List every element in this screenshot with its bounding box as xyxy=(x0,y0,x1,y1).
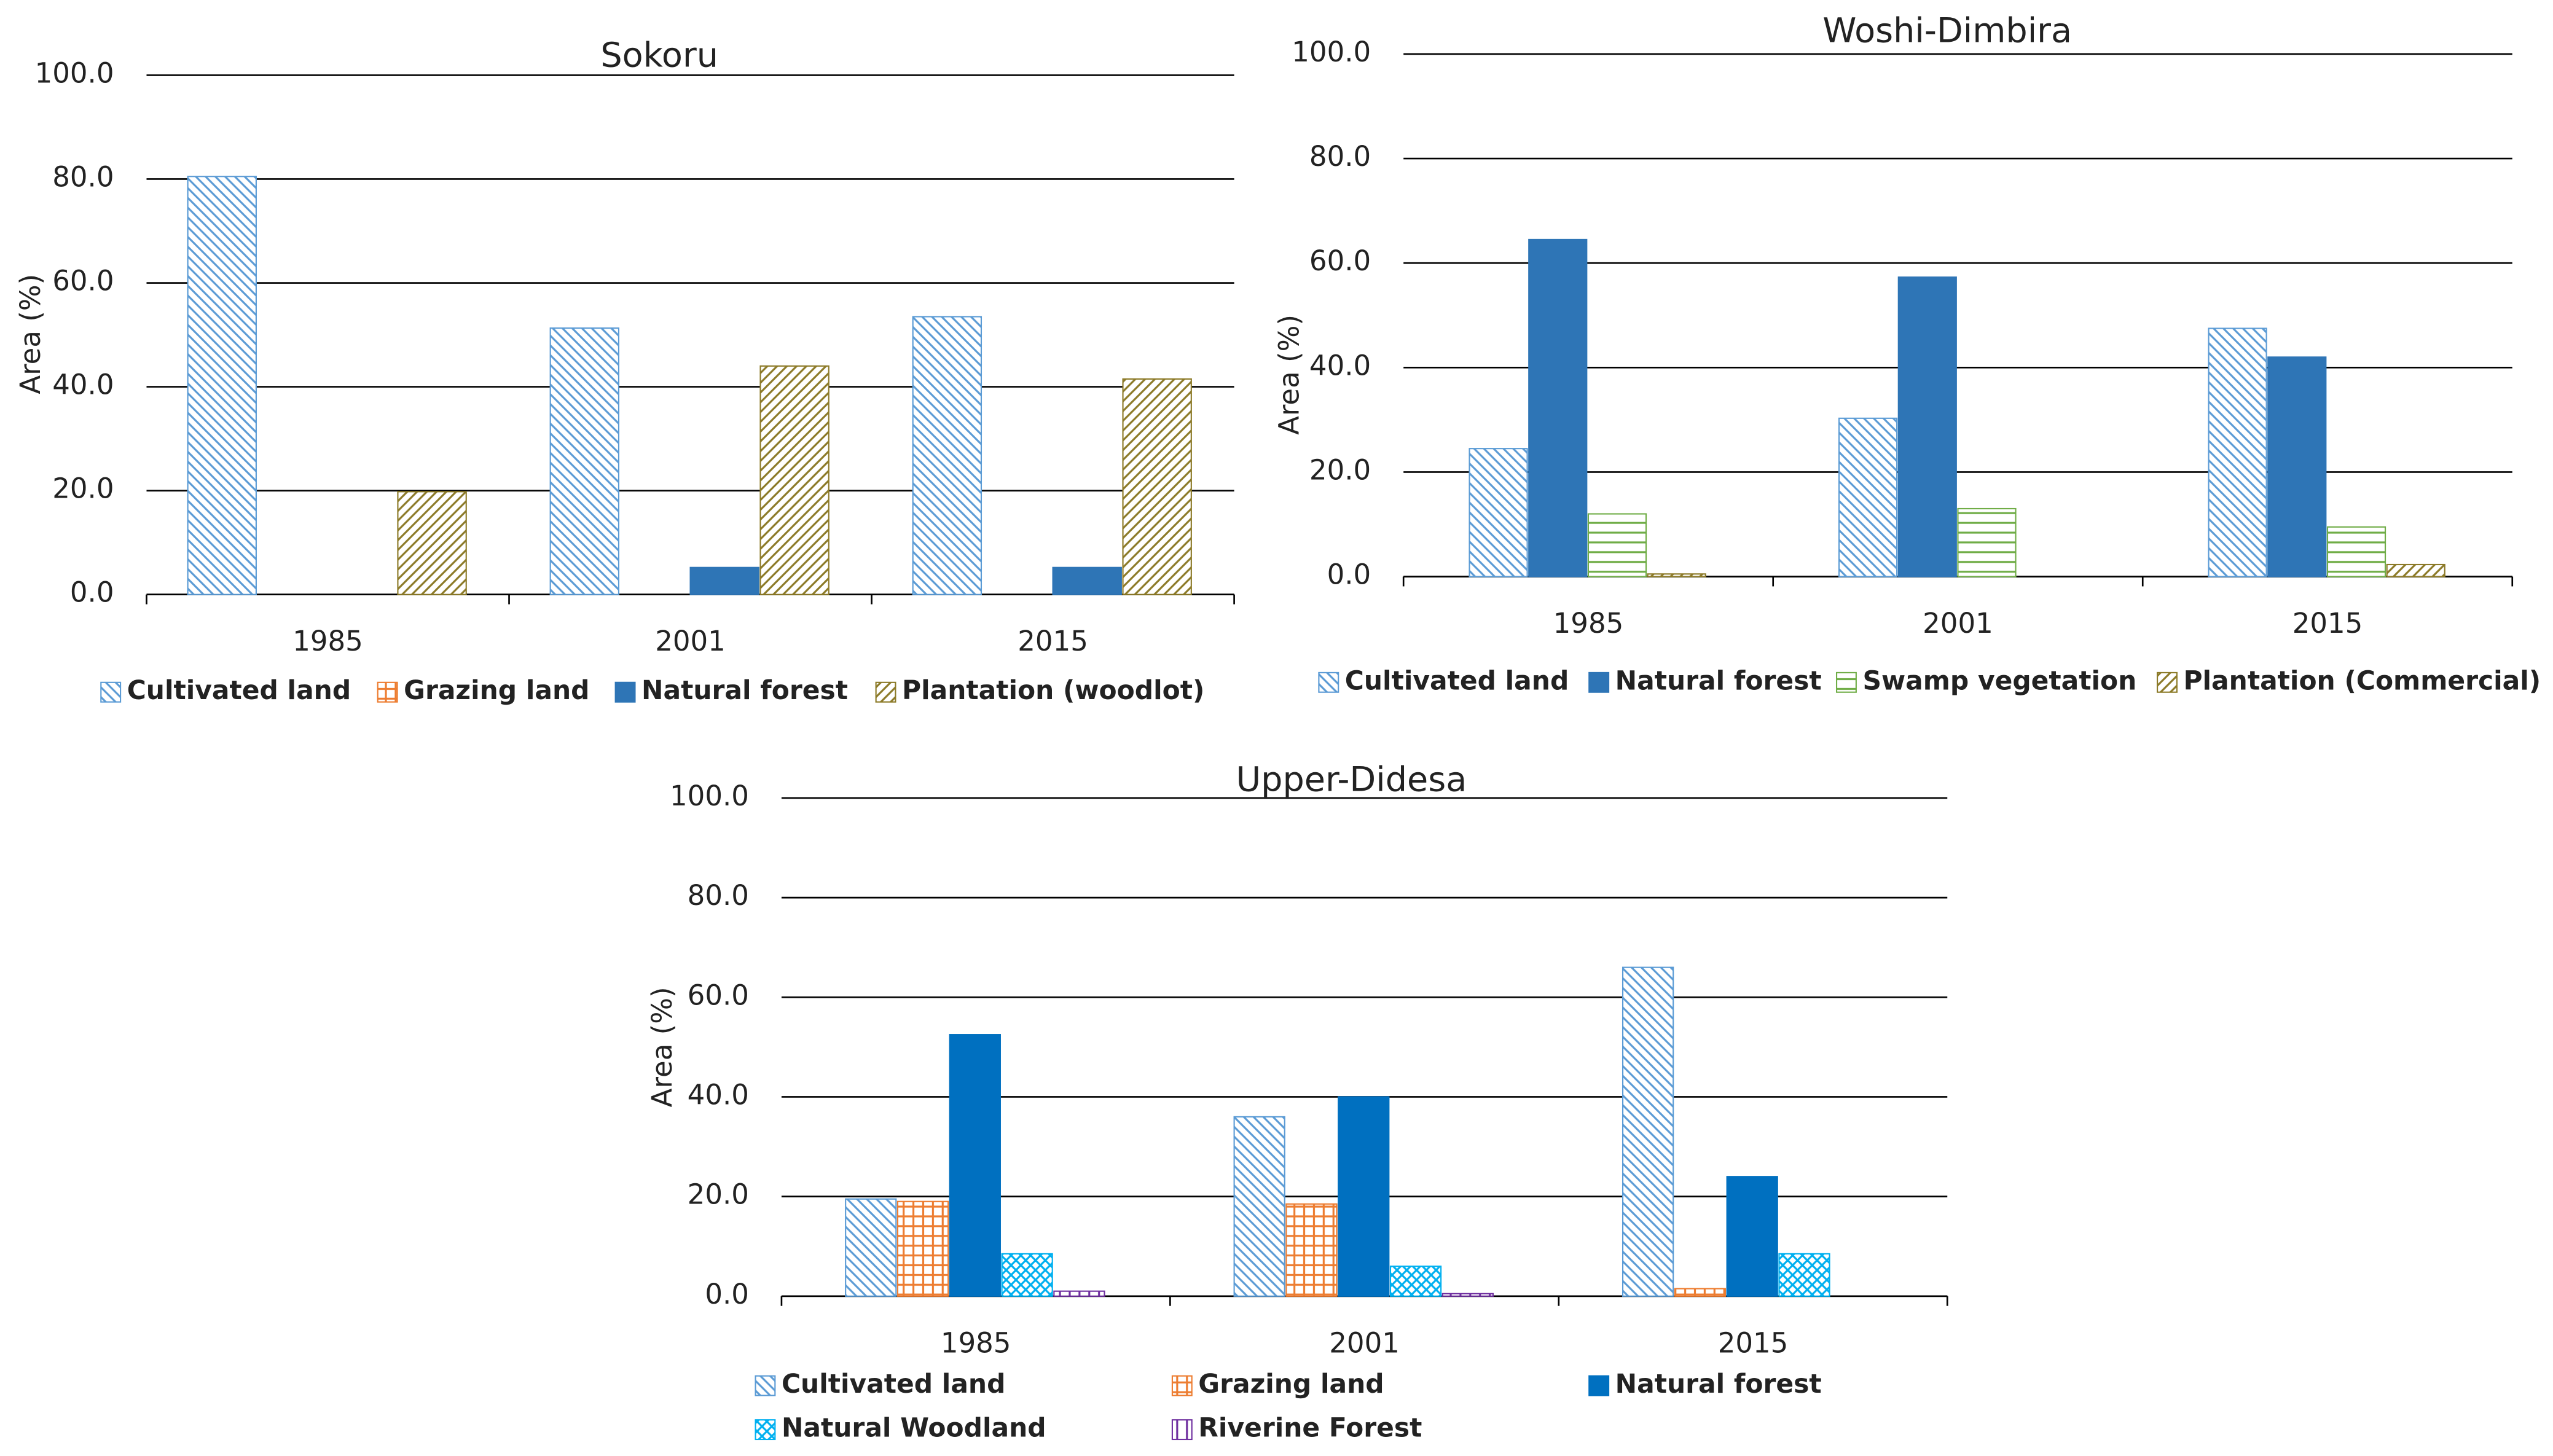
bar xyxy=(1389,1266,1442,1297)
x-tick-label: 2001 xyxy=(1329,1326,1400,1359)
legend-swatch xyxy=(377,681,398,703)
bar xyxy=(2267,356,2327,577)
bar xyxy=(896,1200,949,1297)
y-axis-label: Area (%) xyxy=(14,274,47,394)
bar xyxy=(1122,378,1192,595)
x-tick-label: 1985 xyxy=(292,625,363,657)
x-tick-label: 2001 xyxy=(655,625,726,657)
y-tick-label: 20.0 xyxy=(1309,453,1371,486)
bar xyxy=(845,1198,897,1297)
legend-label: Cultivated land xyxy=(1345,665,1569,695)
bar xyxy=(759,365,829,595)
legend-swatch xyxy=(2157,671,2178,693)
legend-swatch xyxy=(1588,1375,1610,1396)
y-tick-label: 100.0 xyxy=(35,57,114,89)
x-tick-label: 2015 xyxy=(2292,607,2363,640)
y-tick-label: 20.0 xyxy=(52,472,114,505)
legend-label: Grazing land xyxy=(404,675,589,705)
legend-label: Plantation (Commercial) xyxy=(2183,665,2541,695)
legend-label: Swamp vegetation xyxy=(1862,665,2136,695)
x-tick-label: 2001 xyxy=(1923,607,1993,640)
bar xyxy=(1897,276,1957,577)
chart-title: Sokoru xyxy=(600,35,718,75)
y-tick-label: 0.0 xyxy=(70,576,114,609)
y-tick-label: 80.0 xyxy=(52,160,114,193)
legend-label: Natural Woodland xyxy=(782,1413,1046,1443)
y-tick-label: 0.0 xyxy=(705,1278,749,1310)
y-tick-label: 20.0 xyxy=(688,1178,749,1211)
y-axis-label: Area (%) xyxy=(1273,315,1305,435)
bar xyxy=(1622,966,1674,1297)
legend-swatch xyxy=(755,1419,776,1441)
bar xyxy=(1778,1253,1830,1297)
legend-label: Natural forest xyxy=(1615,1369,1822,1399)
y-tick-label: 40.0 xyxy=(1309,349,1371,382)
bar xyxy=(1053,1290,1105,1297)
legend-label: Natural forest xyxy=(641,675,848,705)
bar xyxy=(1233,1116,1285,1297)
bar xyxy=(1647,573,1706,577)
y-tick-label: 60.0 xyxy=(688,979,749,1011)
legend-swatch xyxy=(1588,671,1610,693)
bar xyxy=(1052,566,1122,595)
bar xyxy=(1957,507,2017,577)
bar xyxy=(689,566,759,595)
bar xyxy=(1469,448,1528,577)
legend-swatch xyxy=(755,1375,776,1396)
y-tick-label: 100.0 xyxy=(670,780,749,812)
legend-swatch xyxy=(100,681,122,703)
bar xyxy=(549,327,620,595)
y-tick-label: 60.0 xyxy=(52,265,114,297)
y-tick-label: 0.0 xyxy=(1327,558,1371,591)
legend-swatch xyxy=(614,681,636,703)
legend-swatch xyxy=(1171,1375,1193,1396)
bar xyxy=(2326,526,2386,577)
bar xyxy=(397,491,467,595)
x-tick-label: 1985 xyxy=(941,1326,1011,1359)
bar xyxy=(1001,1253,1053,1297)
x-tick-label: 2015 xyxy=(1018,625,1088,657)
bar xyxy=(1587,513,1647,577)
legend-label: Plantation (woodlot) xyxy=(902,675,1204,705)
bar xyxy=(1838,417,1898,577)
y-axis-label: Area (%) xyxy=(646,987,678,1107)
bar xyxy=(187,176,257,595)
legend-label: Cultivated land xyxy=(127,675,351,705)
legend-swatch xyxy=(1318,671,1339,693)
bar xyxy=(2208,327,2267,577)
bar xyxy=(912,316,982,595)
bar xyxy=(949,1034,1001,1297)
legend-swatch xyxy=(1171,1419,1193,1441)
bar xyxy=(1674,1288,1727,1297)
x-tick-label: 1985 xyxy=(1553,607,1624,640)
bar xyxy=(1528,238,1588,577)
y-tick-label: 60.0 xyxy=(1309,245,1371,277)
bar xyxy=(1285,1203,1338,1297)
legend-label: Riverine Forest xyxy=(1198,1413,1422,1443)
bar xyxy=(1441,1293,1494,1297)
y-tick-label: 100.0 xyxy=(1292,36,1371,68)
legend-swatch xyxy=(1835,671,1857,693)
legend-swatch xyxy=(875,681,896,703)
chart-title: Woshi-Dimbira xyxy=(1822,11,2072,51)
bar xyxy=(2386,563,2445,577)
y-tick-label: 40.0 xyxy=(52,369,114,401)
bar xyxy=(1338,1096,1390,1297)
legend-label: Cultivated land xyxy=(782,1369,1006,1399)
y-tick-label: 80.0 xyxy=(688,879,749,912)
x-tick-label: 2015 xyxy=(1718,1326,1789,1359)
y-tick-label: 40.0 xyxy=(688,1078,749,1111)
bar xyxy=(1726,1176,1778,1297)
legend-label: Grazing land xyxy=(1198,1369,1384,1399)
y-tick-label: 80.0 xyxy=(1309,140,1371,173)
chart-title: Upper-Didesa xyxy=(1236,760,1467,800)
legend-label: Natural forest xyxy=(1615,665,1822,695)
